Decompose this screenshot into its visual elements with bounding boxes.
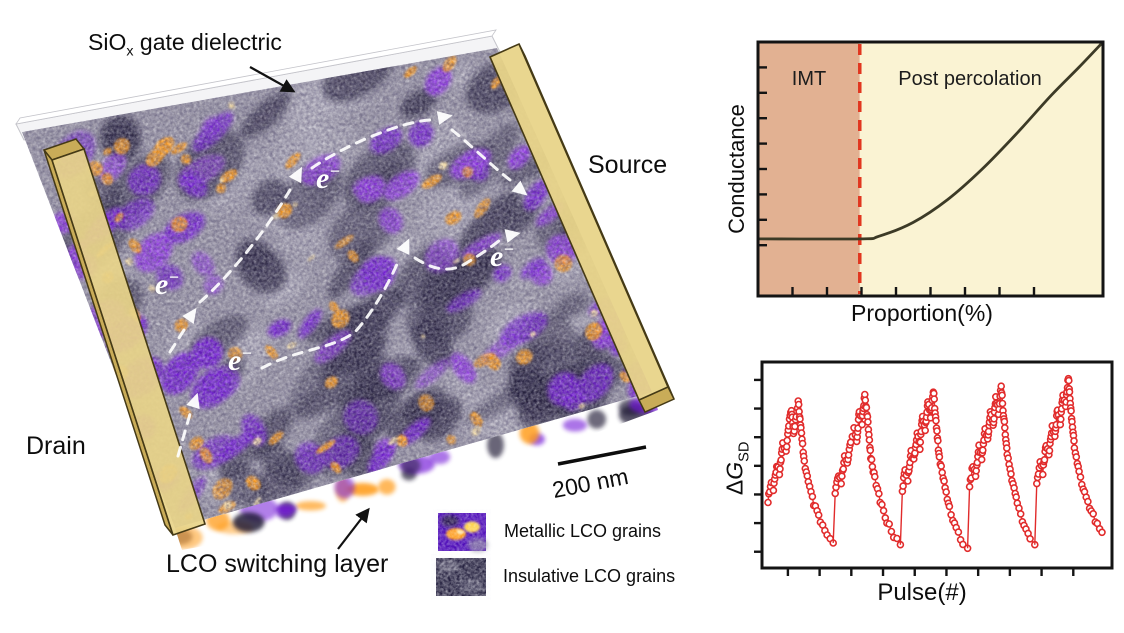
source-electrode [488, 42, 676, 413]
plot-border [760, 360, 1114, 570]
electron-charge: − [329, 161, 341, 181]
electron-label: e− [316, 162, 340, 194]
annotation-arrows [249, 66, 370, 550]
plot-border [756, 40, 1105, 298]
pulse-chart-panel: ΔGSD Pulse(#) [720, 345, 1124, 633]
sd-subscript: SD [736, 441, 753, 462]
legend-label-insulative: Insulative LCO grains [503, 566, 676, 586]
electron-charge: − [241, 343, 253, 363]
gate-label-suffix: gate dielectric [139, 29, 282, 55]
switching-layer-arrow [337, 507, 370, 550]
electron-path-arrowhead [182, 111, 528, 410]
gate-arrow [249, 66, 296, 93]
electron-charge: − [503, 239, 515, 259]
source-label: Source [588, 151, 668, 179]
electron-label: e− [155, 268, 179, 300]
electron-charge: − [168, 267, 180, 287]
pulse-chart [754, 360, 1114, 576]
region-imt [758, 42, 860, 296]
pulse-data-series [764, 374, 1106, 553]
electron-symbol: e [155, 268, 169, 301]
electron-label: e− [490, 240, 514, 272]
switching-layer-label: LCO switching layer [166, 550, 389, 578]
gate-label-subscript: x [126, 43, 134, 60]
imt-region-label: IMT [791, 68, 827, 90]
drain-label: Drain [26, 432, 86, 460]
conductance-curve [757, 41, 1105, 241]
electron-label: e− [228, 344, 252, 376]
electron-symbol: e [316, 162, 330, 195]
device-3d-render [15, 29, 676, 596]
electron-symbol: e [490, 240, 504, 273]
conductance-chart-panel: Conductance Proportion(%) IMT Post perco… [720, 0, 1124, 345]
legend-label-metallic: Metallic LCO grains [504, 521, 662, 541]
electron-symbol: e [228, 344, 242, 377]
device-3d-panel: SiOx gate dielectric Source Drain LCO swi… [15, 29, 676, 596]
conductance-axis-label: Conductance [724, 104, 749, 234]
g-symbol: G [721, 461, 748, 480]
electron-path [168, 118, 512, 458]
conductance-chart [756, 40, 1105, 298]
delta-g-axis-label: ΔGSD [722, 398, 753, 538]
scale-bar [557, 445, 647, 466]
pulse-axis-label: Pulse(#) [877, 579, 967, 606]
legend-swatch-insulative [436, 558, 486, 596]
post-percolation-region-label: Post percolation [898, 68, 1042, 90]
gate-dielectric-label: SiOx gate dielectric [88, 29, 282, 60]
drain-electrode [42, 138, 207, 537]
proportion-axis-label: Proportion(%) [851, 300, 993, 326]
legend-swatch-metallic [438, 513, 488, 552]
delta-symbol: Δ [721, 479, 748, 496]
gate-label-prefix: SiO [88, 29, 127, 55]
